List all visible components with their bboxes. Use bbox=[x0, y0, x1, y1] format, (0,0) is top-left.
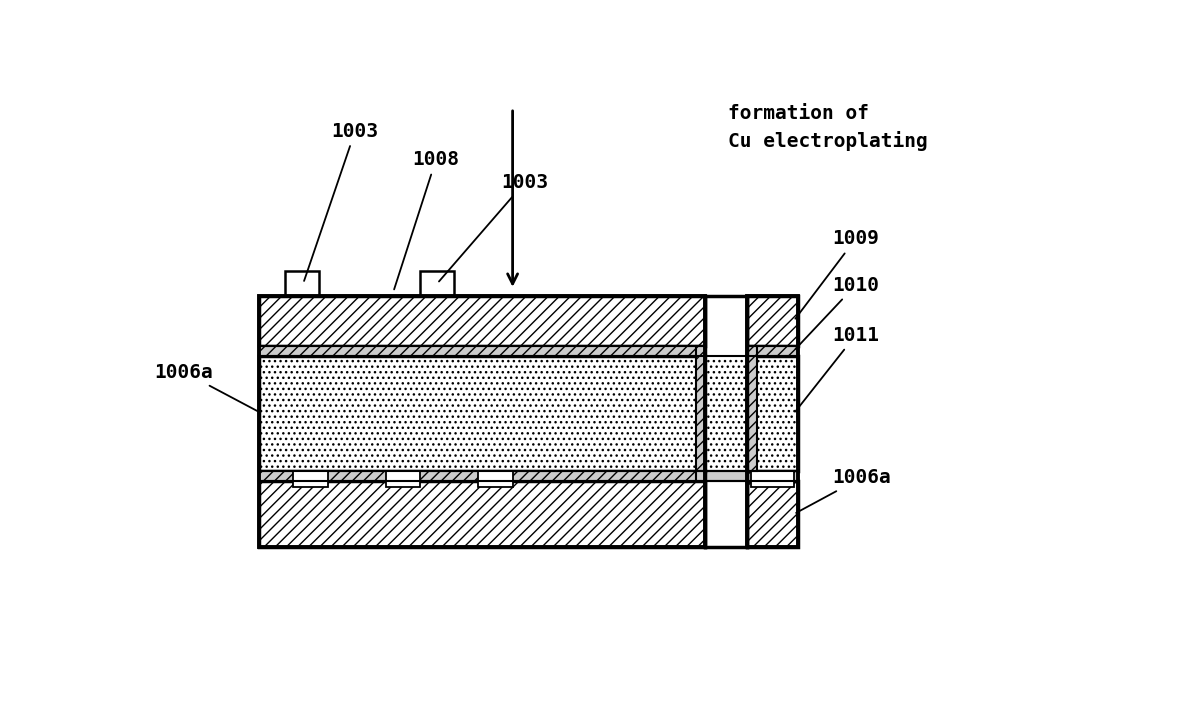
Text: 1011: 1011 bbox=[795, 326, 879, 411]
Bar bbox=[747, 346, 756, 471]
Text: 1003: 1003 bbox=[439, 174, 548, 281]
Bar bbox=[259, 296, 706, 547]
Bar bbox=[259, 346, 706, 356]
Text: 1010: 1010 bbox=[795, 276, 879, 349]
Bar bbox=[259, 296, 706, 346]
Bar bbox=[747, 296, 798, 346]
Bar bbox=[259, 471, 706, 481]
Bar bbox=[478, 471, 513, 487]
Bar bbox=[696, 471, 747, 481]
Bar bbox=[747, 471, 798, 481]
Bar bbox=[747, 356, 798, 471]
Text: 1003: 1003 bbox=[304, 121, 378, 281]
Text: 1006a: 1006a bbox=[797, 468, 891, 513]
Bar bbox=[293, 471, 327, 487]
Bar bbox=[259, 356, 706, 471]
Bar bbox=[696, 346, 706, 471]
Bar bbox=[385, 471, 421, 487]
Bar bbox=[747, 346, 798, 356]
Text: 1008: 1008 bbox=[394, 150, 460, 289]
Text: formation of
Cu electroplating: formation of Cu electroplating bbox=[728, 104, 928, 151]
Text: 1009: 1009 bbox=[795, 229, 879, 318]
Bar bbox=[706, 356, 747, 471]
Text: 1006a: 1006a bbox=[155, 363, 260, 413]
Bar bbox=[747, 296, 798, 547]
Bar bbox=[286, 271, 319, 296]
Bar bbox=[747, 481, 798, 547]
Bar bbox=[752, 471, 793, 487]
Bar bbox=[259, 481, 706, 547]
Bar bbox=[421, 271, 454, 296]
